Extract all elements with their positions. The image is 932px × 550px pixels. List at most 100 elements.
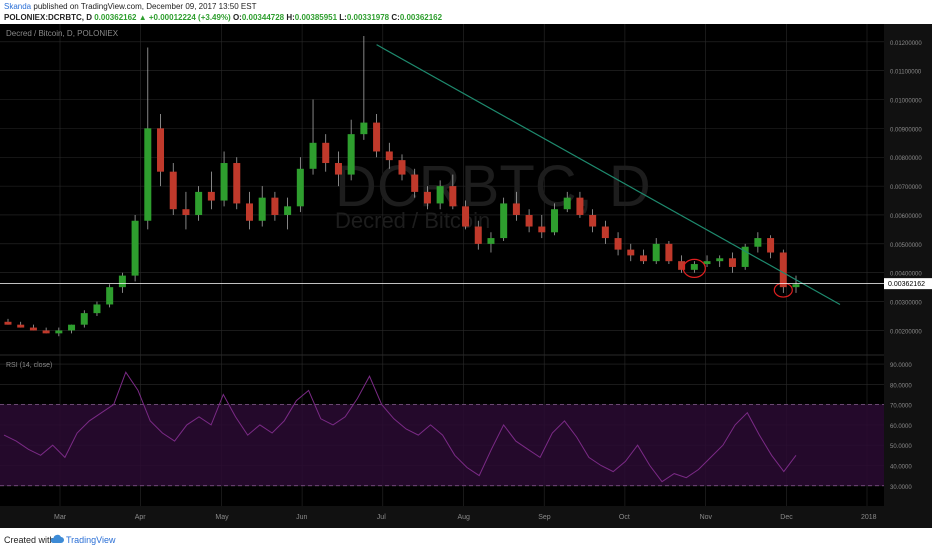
candle-body <box>474 226 482 244</box>
price-marker: 0.00362162 <box>0 278 932 290</box>
candle-body <box>29 327 37 331</box>
candle-body <box>93 304 101 314</box>
tradingview-link[interactable]: TradingView <box>66 535 116 545</box>
trend-line <box>376 44 841 305</box>
publish-line: Skanda published on TradingView.com, Dec… <box>4 2 256 11</box>
candle-body <box>80 313 88 325</box>
price-tick-label: 0.01000000 <box>890 99 922 105</box>
candle-body <box>551 209 559 233</box>
candle-body <box>627 249 635 256</box>
low-value: 0.00331978 <box>346 13 390 22</box>
candle-body <box>728 258 736 267</box>
chart-canvas[interactable]: DCRBTC, D Decred / Bitcoin Decred / Bitc… <box>0 24 932 528</box>
price-tick-label: 0.00700000 <box>890 185 922 191</box>
candle-body <box>449 186 457 207</box>
time-tick-label: 2018 <box>861 514 877 521</box>
candle-body <box>462 206 470 227</box>
time-axis-ticks: Mar Apr May Jun Jul Aug Sep Oct Nov Dec 2018 <box>54 514 877 521</box>
rsi-bands <box>0 404 884 487</box>
price-tick-label: 0.01100000 <box>890 70 922 76</box>
candle-body <box>754 238 762 247</box>
candle-body <box>131 220 139 276</box>
rsi-axis-ticks: 30.0000 40.0000 50.0000 60.0000 70.0000 80.00… <box>890 363 912 491</box>
price-tick-label: 0.00600000 <box>890 214 922 220</box>
candle-body <box>334 163 342 175</box>
time-tick-label: Dec <box>780 514 793 521</box>
candle-body <box>716 258 724 262</box>
rsi-label: RSI (14, close) <box>6 362 52 369</box>
candle-body <box>4 321 12 325</box>
annotations[interactable] <box>376 44 841 305</box>
rsi-band-fill <box>0 404 884 486</box>
candle-body <box>398 160 406 175</box>
price-label: 0.00362162 <box>888 281 925 288</box>
time-tick-label: Jul <box>377 514 386 521</box>
candle-body <box>741 246 749 267</box>
rsi-tick-label: 50.0000 <box>890 444 912 450</box>
candle-body <box>652 243 660 262</box>
highlight-circle <box>682 258 706 278</box>
candle-body <box>525 214 533 227</box>
candle-body <box>68 324 76 331</box>
low-label: L: <box>339 13 347 22</box>
candle-body <box>360 122 368 135</box>
candle-body <box>182 209 190 215</box>
candle-body <box>767 238 775 253</box>
rsi-tick-label: 70.0000 <box>890 404 912 410</box>
high-label: H: <box>286 13 295 22</box>
candle-body <box>487 238 495 244</box>
candle-body <box>601 226 609 239</box>
time-tick-label: May <box>215 514 229 521</box>
candle-body <box>17 324 25 328</box>
chart-header: Skanda published on TradingView.com, Dec… <box>0 0 932 24</box>
candle-body <box>233 163 241 204</box>
candle-body <box>639 255 647 262</box>
rsi-tick-label: 30.0000 <box>890 485 912 491</box>
candle-body <box>411 174 419 192</box>
candle-body <box>512 203 520 215</box>
candle-body <box>55 330 63 334</box>
price-tick-label: 0.00400000 <box>890 272 922 278</box>
author-link[interactable]: Skanda <box>4 2 32 11</box>
symbol-label: POLONIEX:DCRBTC, D <box>4 13 92 22</box>
price-tick-label: 0.00900000 <box>890 127 922 133</box>
price-label-box <box>884 278 932 290</box>
published-text: published on TradingView.com, December 0… <box>33 2 257 11</box>
candle-body <box>195 191 203 215</box>
price-tick-label: 0.00200000 <box>890 329 922 335</box>
candle-body <box>423 191 431 204</box>
time-tick-label: Nov <box>700 514 713 521</box>
time-tick-label: Jun <box>296 514 307 521</box>
close-value: 0.00362162 <box>399 13 443 22</box>
candle-body <box>296 168 304 207</box>
candle-body <box>436 186 444 204</box>
highlight-circle <box>773 282 793 298</box>
candle-series[interactable] <box>4 36 800 337</box>
price-tick-label: 0.00300000 <box>890 301 922 307</box>
watermark-symbol: DCRBTC, D <box>335 154 651 219</box>
rsi-line <box>3 371 797 483</box>
candle-body <box>538 226 546 233</box>
candle-body <box>144 128 152 221</box>
price-tick-label: 0.00500000 <box>890 243 922 249</box>
rsi-tick-label: 80.0000 <box>890 383 912 389</box>
candle-body <box>563 197 571 210</box>
rsi-tick-label: 60.0000 <box>890 424 912 430</box>
candle-body <box>207 191 215 201</box>
candle-body <box>347 134 355 175</box>
time-tick-label: Aug <box>458 514 471 521</box>
price-axis-area <box>884 24 932 528</box>
ohlc-line: POLONIEX:DCRBTC, D 0.00362162 ▲ +0.00012… <box>4 13 442 22</box>
high-value: 0.00385951 <box>294 13 338 22</box>
candle-body <box>258 197 266 221</box>
close-label: C: <box>391 13 400 22</box>
footer: Created with TradingView <box>0 528 932 550</box>
rsi-series[interactable] <box>3 371 797 483</box>
candle-body <box>271 197 279 215</box>
candle-body <box>373 122 381 152</box>
candle-body <box>284 206 292 215</box>
open-label: O: <box>232 13 242 22</box>
candle-body <box>309 142 317 169</box>
created-with-text: Created with <box>4 535 55 545</box>
rsi-tick-label: 90.0000 <box>890 363 912 369</box>
